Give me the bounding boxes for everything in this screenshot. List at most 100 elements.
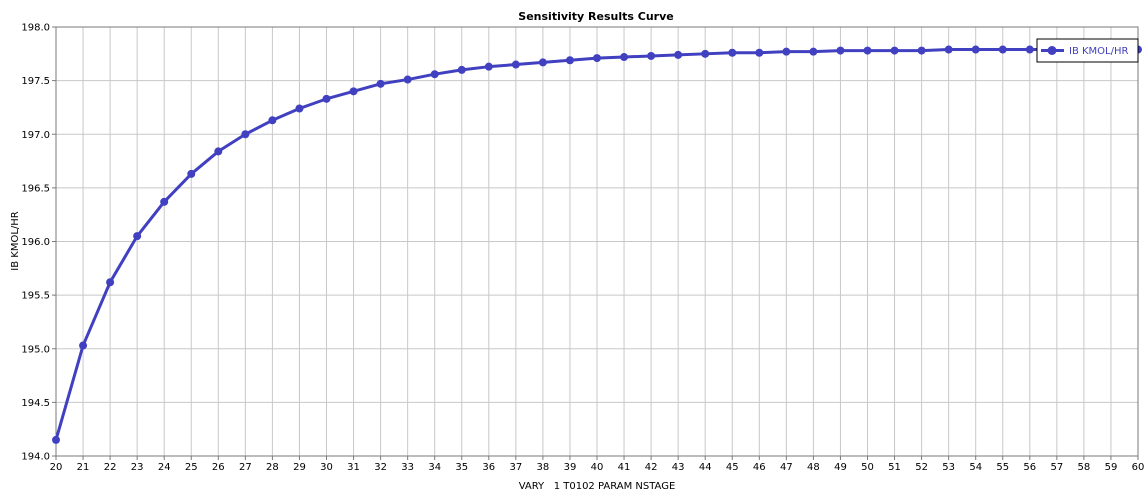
x-tick-label: 58 — [1078, 462, 1091, 473]
x-tick-label: 25 — [185, 462, 198, 473]
data-point[interactable] — [944, 45, 953, 54]
x-tick-label: 49 — [834, 462, 847, 473]
data-point[interactable] — [403, 75, 412, 84]
data-point[interactable] — [809, 47, 818, 56]
x-tick-label: 35 — [455, 462, 468, 473]
x-tick-label: 46 — [753, 462, 766, 473]
data-point[interactable] — [430, 70, 439, 79]
x-tick-label: 53 — [942, 462, 955, 473]
y-tick-label: 198.0 — [21, 23, 50, 34]
data-point[interactable] — [782, 47, 791, 56]
data-point[interactable] — [52, 435, 60, 444]
x-tick-label: 60 — [1132, 462, 1145, 473]
series-layer — [52, 45, 1142, 444]
data-point[interactable] — [268, 116, 277, 125]
y-tick-label: 194.5 — [21, 398, 50, 409]
legend-entry-label: IB KMOL/HR — [1069, 46, 1129, 57]
data-point[interactable] — [593, 54, 601, 63]
data-point[interactable] — [755, 48, 764, 57]
data-point[interactable] — [484, 62, 493, 71]
data-point[interactable] — [457, 65, 466, 74]
data-point[interactable] — [971, 45, 980, 54]
x-tick-label: 28 — [266, 462, 279, 473]
y-tick-label: 196.5 — [21, 183, 50, 194]
x-tick-label: 23 — [131, 462, 144, 473]
x-tick-label: 41 — [618, 462, 631, 473]
data-point[interactable] — [620, 53, 629, 62]
x-tick-label: 52 — [915, 462, 928, 473]
x-tick-label: 54 — [969, 462, 982, 473]
x-tick-label: 32 — [374, 462, 387, 473]
x-tick-label: 48 — [807, 462, 820, 473]
legend[interactable]: IB KMOL/HR — [1036, 38, 1139, 63]
data-point[interactable] — [322, 94, 331, 103]
data-point[interactable] — [511, 60, 520, 69]
x-tick-label: 36 — [482, 462, 495, 473]
x-tick-label: 56 — [1023, 462, 1036, 473]
data-point[interactable] — [647, 51, 656, 60]
x-tick-label: 57 — [1050, 462, 1063, 473]
x-tick-label: 45 — [726, 462, 739, 473]
chart-title: Sensitivity Results Curve — [518, 10, 673, 23]
data-point[interactable] — [998, 45, 1007, 54]
data-point[interactable] — [241, 130, 250, 139]
x-tick-label: 39 — [564, 462, 577, 473]
x-tick-label: 50 — [861, 462, 874, 473]
y-tick-label: 195.0 — [21, 344, 50, 355]
data-point[interactable] — [187, 169, 196, 178]
data-point[interactable] — [701, 49, 710, 58]
data-point[interactable] — [214, 147, 223, 156]
x-tick-label: 31 — [347, 462, 360, 473]
data-point[interactable] — [836, 46, 845, 55]
y-tick-label: 197.5 — [21, 76, 50, 87]
data-point[interactable] — [376, 79, 385, 88]
x-tick-label: 34 — [428, 462, 441, 473]
x-tick-label: 38 — [537, 462, 550, 473]
x-tick-label: 33 — [401, 462, 414, 473]
x-tick-label: 47 — [780, 462, 793, 473]
x-tick-label: 24 — [158, 462, 171, 473]
x-tick-label: 27 — [239, 462, 252, 473]
data-point[interactable] — [106, 278, 115, 287]
grid — [55, 26, 1139, 457]
x-tick-label: 29 — [293, 462, 306, 473]
data-point[interactable] — [295, 104, 304, 113]
legend-marker-swatch — [1047, 46, 1057, 55]
x-tick-label: 51 — [888, 462, 901, 473]
x-tick-label: 26 — [212, 462, 225, 473]
data-point[interactable] — [133, 232, 142, 241]
x-tick-label: 40 — [591, 462, 604, 473]
y-tick-label: 196.0 — [21, 237, 50, 248]
data-point[interactable] — [79, 341, 88, 350]
x-tick-label: 20 — [50, 462, 63, 473]
data-point[interactable] — [565, 56, 574, 65]
y-axis-ticks: 194.0 194.5 195.0 195.5 196.0 196.5 197.0 197.5… — [21, 23, 56, 463]
data-point[interactable] — [160, 197, 169, 206]
y-tick-label: 194.0 — [21, 452, 50, 463]
data-point[interactable] — [349, 87, 358, 96]
x-tick-label: 59 — [1105, 462, 1118, 473]
data-point[interactable] — [538, 58, 547, 67]
x-tick-label: 21 — [77, 462, 90, 473]
x-tick-label: 43 — [672, 462, 685, 473]
x-tick-label: 42 — [645, 462, 658, 473]
data-point[interactable] — [863, 46, 872, 55]
x-tick-label: 44 — [699, 462, 712, 473]
x-tick-label: 55 — [996, 462, 1009, 473]
data-point[interactable] — [1025, 45, 1034, 54]
x-tick-label: 22 — [104, 462, 117, 473]
y-tick-label: 195.5 — [21, 291, 50, 302]
legend-box — [1036, 38, 1139, 63]
data-point[interactable] — [674, 50, 683, 59]
data-point[interactable] — [917, 46, 926, 55]
x-axis-ticks: 20 21 22 23 24 25 26 27 28 29 30 31 32 33 34 35 36 37 38 39… — [50, 456, 1145, 473]
x-axis-title: VARY 1 T0102 PARAM NSTAGE — [519, 481, 676, 492]
data-point[interactable] — [890, 46, 899, 55]
y-tick-label: 197.0 — [21, 130, 50, 141]
data-point[interactable] — [728, 48, 737, 57]
x-tick-label: 37 — [509, 462, 522, 473]
x-tick-label: 30 — [320, 462, 333, 473]
